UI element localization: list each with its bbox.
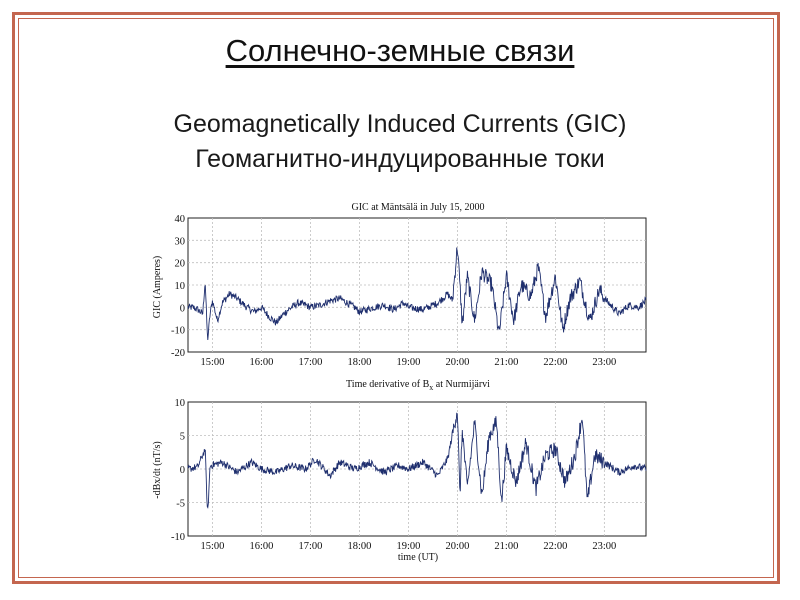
series-line [187,247,647,341]
y-tick-label: 20 [175,259,186,270]
subtitle-english: Geomagnetically Induced Currents (GIC) [173,110,627,138]
x-tick-label: 21:00 [494,541,518,552]
y-tick-label: 10 [175,398,186,409]
x-tick-label: 23:00 [592,357,616,368]
x-tick-label: 20:00 [445,541,469,552]
chart-dbxdt: Time derivative of Bx at Nurmijärvi -dBx… [152,379,647,563]
y-axis-label: -dBx/dt (nT/s) [152,441,163,499]
x-tick-label: 22:00 [543,357,567,368]
chart-title: GIC at Mäntsälä in July 15, 2000 [351,202,484,213]
x-tick-label: 23:00 [592,541,616,552]
y-tick-label: 5 [180,432,185,443]
x-tick-label: 15:00 [201,541,225,552]
x-tick-label: 16:00 [250,541,274,552]
slide-frame-inner [18,18,774,578]
series-line [187,412,647,509]
y-tick-label: -5 [176,499,185,510]
chart-gic: GIC at Mäntsälä in July 15, 2000 GIC (Am… [152,202,647,368]
x-tick-label: 15:00 [201,357,225,368]
x-tick-label: 22:00 [543,541,567,552]
x-tick-label: 19:00 [396,357,420,368]
y-tick-label: 0 [180,465,185,476]
x-tick-label: 21:00 [494,357,518,368]
x-tick-label: 16:00 [250,357,274,368]
x-tick-label: 18:00 [347,357,371,368]
y-tick-label: 30 [175,236,186,247]
x-tick-label: 19:00 [396,541,420,552]
y-tick-label: 0 [180,303,185,314]
x-tick-label: 18:00 [347,541,371,552]
y-tick-label: 10 [175,281,186,292]
subtitle-russian: Геомагнитно-индуцированные токи [195,145,605,173]
x-tick-label: 17:00 [298,357,322,368]
y-tick-label: -20 [171,348,185,359]
y-tick-label: 40 [175,214,186,225]
x-axis-label: time (UT) [398,552,438,563]
y-axis-label: GIC (Amperes) [152,256,163,318]
y-tick-label: -10 [171,532,185,543]
y-tick-label: -10 [171,326,185,337]
chart-title: Time derivative of Bx at Nurmijärvi [346,379,490,392]
x-tick-label: 17:00 [298,541,322,552]
x-tick-label: 20:00 [445,357,469,368]
slide-title: Солнечно-земные связи [225,33,575,68]
